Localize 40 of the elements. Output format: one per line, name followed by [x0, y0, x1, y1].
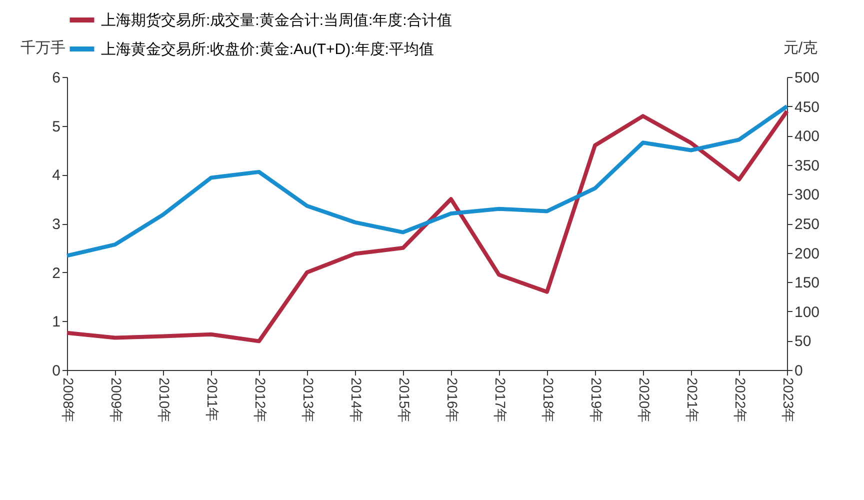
x-tick-label: 2014年 [348, 378, 364, 423]
x-tick-label: 2013年 [300, 378, 316, 423]
x-tick-label: 2011年 [204, 378, 220, 422]
x-tick-label: 2016年 [444, 378, 460, 423]
y2-tick-label: 150 [794, 274, 820, 292]
y-tick-label: 5 [52, 118, 60, 136]
y-tick-label: 6 [52, 70, 60, 86]
y2-tick-label: 400 [794, 128, 820, 146]
y-tick-label: 4 [52, 167, 60, 184]
legend-label: 上海黄金交易所:收盘价:黄金:Au(T+D):年度:平均值 [101, 41, 434, 58]
y-axis-title: 千万手 [20, 40, 66, 56]
x-tick-label: 2009年 [108, 378, 124, 423]
x-tick-label: 2020年 [636, 378, 652, 423]
x-tick-label: 2015年 [396, 378, 412, 423]
y-tick-label: 3 [52, 216, 60, 233]
y2-tick-label: 300 [794, 186, 820, 204]
line-series [65, 104, 789, 258]
y2-axis-title: 元/克 [783, 40, 818, 56]
legend-label: 上海期货交易所:成交量:黄金合计:当周值:年度:合计值 [101, 12, 452, 29]
x-tick-label: 2012年 [252, 378, 268, 423]
y2-tick-label: 250 [794, 216, 820, 233]
y-tick-label: 0 [52, 362, 60, 380]
x-tick-label: 2019年 [588, 378, 604, 423]
y2-tick-label: 350 [794, 157, 820, 174]
x-tick-label: 2021年 [684, 378, 700, 423]
y2-tick-label: 450 [794, 98, 820, 116]
y-tick-label: 1 [52, 314, 60, 331]
x-tick-label: 2018年 [540, 378, 556, 423]
y2-tick-label: 200 [794, 245, 820, 262]
x-tick-label: 2017年 [492, 378, 508, 423]
y-tick-label: 2 [52, 264, 60, 282]
y2-tick-label: 100 [794, 304, 820, 321]
y2-tick-label: 50 [794, 333, 812, 350]
x-tick-label: 2008年 [60, 378, 76, 423]
y2-tick-label: 500 [794, 70, 820, 86]
x-tick-label: 2023年 [780, 378, 796, 423]
x-tick-label: 2022年 [732, 378, 748, 423]
line-series [65, 109, 789, 344]
x-tick-label: 2010年 [156, 378, 172, 423]
y2-tick-label: 0 [794, 362, 803, 380]
